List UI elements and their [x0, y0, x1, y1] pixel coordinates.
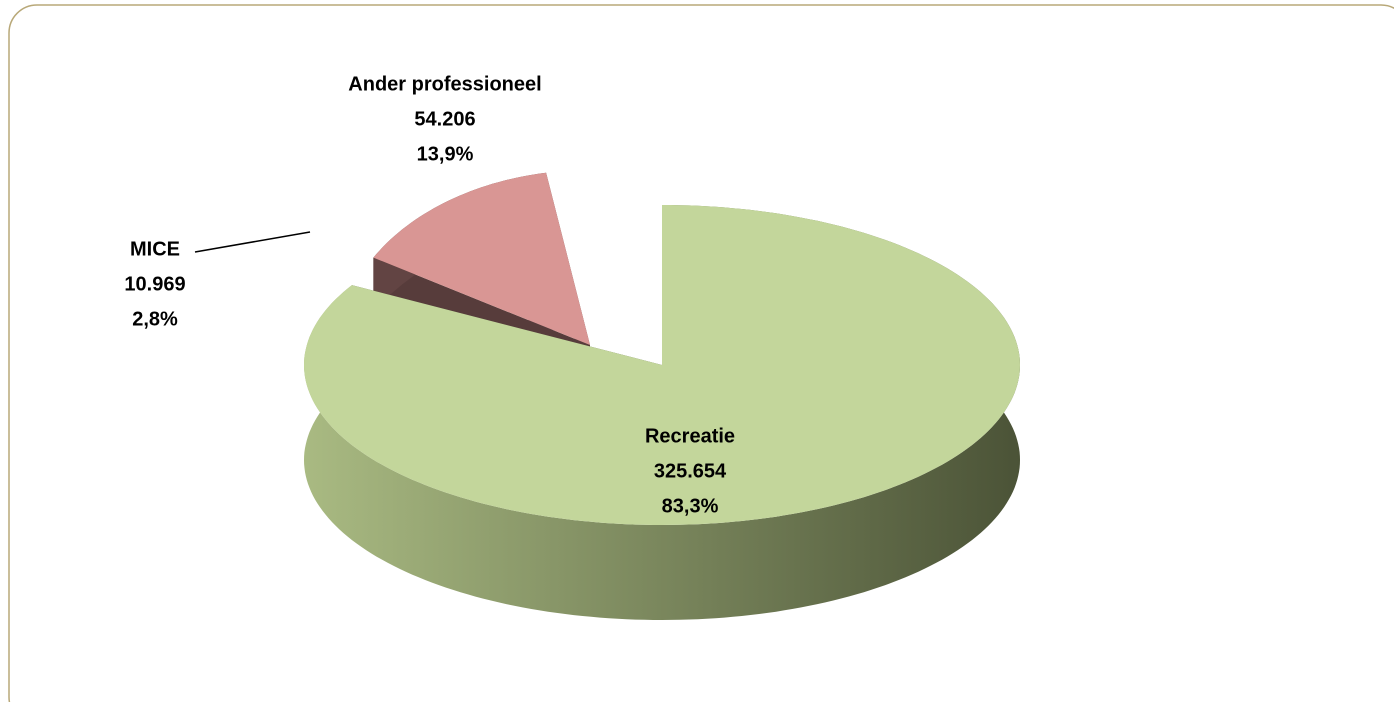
pie-slice — [304, 205, 1020, 620]
value-label: 10.969 — [124, 273, 185, 295]
slice-label: Recreatie — [645, 425, 735, 447]
percent-label: 2,8% — [132, 308, 178, 330]
value-label: 54.206 — [414, 108, 475, 130]
slice-top — [304, 205, 1020, 525]
leader-line — [194, 231, 311, 253]
slice-top — [373, 172, 590, 345]
percent-label: 83,3% — [662, 495, 719, 517]
slice-label: Ander professioneel — [348, 73, 541, 95]
percent-label: 13,9% — [417, 143, 474, 165]
slices — [304, 172, 1020, 620]
labels: Recreatie 325.654 83,3% Ander professioneel… — [124, 73, 735, 517]
slice-label: MICE — [130, 238, 180, 260]
value-label: 325.654 — [654, 460, 727, 482]
